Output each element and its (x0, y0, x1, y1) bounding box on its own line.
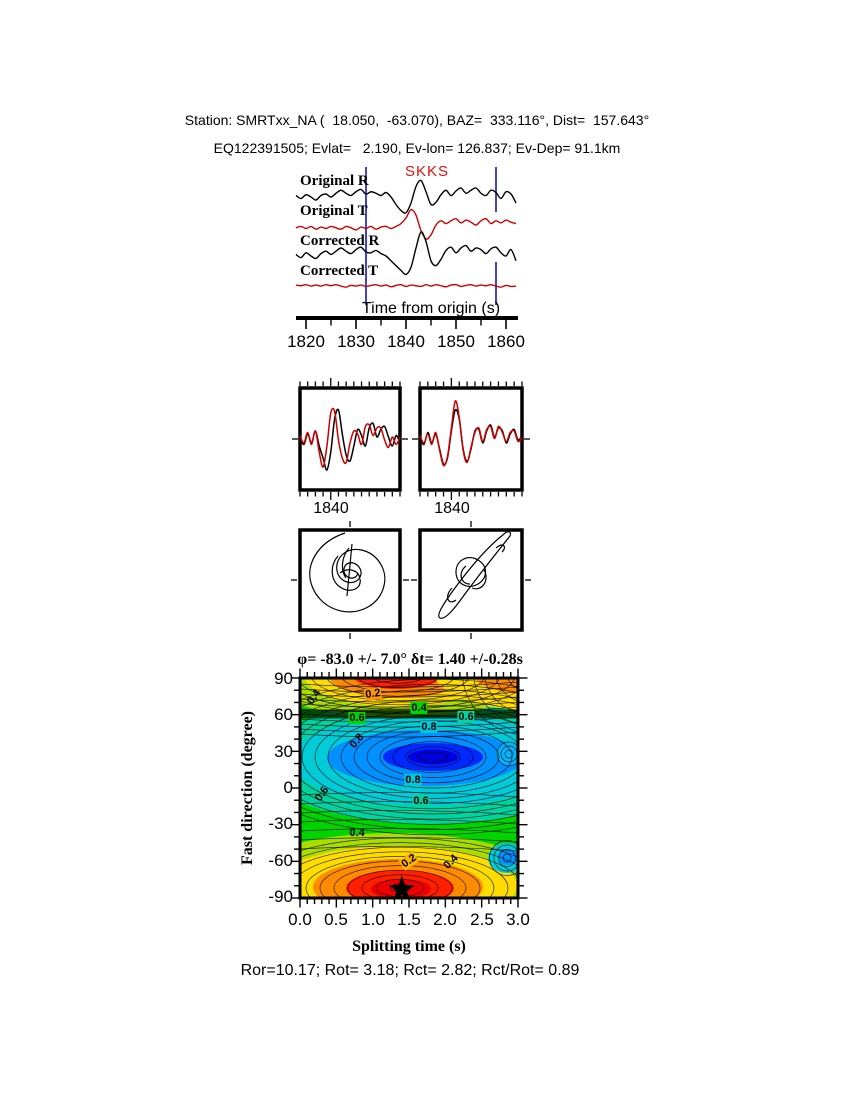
contour-title: φ= -83.0 +/- 7.0° δt= 1.40 +/-0.28s (297, 651, 523, 668)
contour-label-0.8: 0.8 (420, 721, 438, 733)
time-tick-1820: 1820 (287, 332, 325, 351)
contour-label-0.6: 0.6 (348, 712, 366, 724)
trace-label-original-t: Original T (300, 203, 368, 219)
trace-label-original-r: Original R (300, 173, 369, 189)
xtick-2.0: 2.0 (433, 910, 457, 929)
contour-label-0.2: 0.2 (363, 686, 383, 702)
station-info-line1: Station: SMRTxx_NA ( 18.050, -63.070), B… (184, 112, 650, 128)
time-tick-1860: 1860 (487, 332, 525, 351)
time-axis-label: Time from origin (s) (361, 300, 501, 317)
fast-direction-axis-label: Fast direction (degree) (238, 710, 256, 866)
ytick-neg60: -60 (268, 851, 293, 870)
time-tick-1840: 1840 (387, 332, 425, 351)
ytick-60: 60 (274, 705, 293, 724)
time-tick-1830: 1830 (337, 332, 375, 351)
xtick-2.5: 2.5 (470, 910, 494, 929)
stats-footer: Ror=10.17; Rot= 3.18; Rct= 2.82; Rct/Rot… (240, 962, 580, 979)
ytick-neg90: -90 (268, 887, 293, 906)
xtick-1.5: 1.5 (397, 910, 421, 929)
trace-label-corrected-r: Corrected R (300, 233, 380, 249)
contour-label-0.6: 0.6 (457, 711, 475, 723)
time-tick-1850: 1850 (437, 332, 475, 351)
ytick-30: 30 (274, 742, 293, 761)
xtick-1.0: 1.0 (361, 910, 385, 929)
contour-label-0.8: 0.8 (404, 774, 422, 786)
ytick-90: 90 (274, 669, 293, 688)
xtick-0.0: 0.0 (288, 910, 312, 929)
trace-label-corrected-t: Corrected T (300, 263, 379, 279)
contour-label-0.6: 0.6 (412, 795, 430, 807)
ytick-0: 0 (283, 778, 293, 797)
splitting-time-axis-label: Splitting time (s) (352, 938, 466, 955)
contour-label-0.4: 0.4 (349, 827, 365, 839)
ytick-neg30: -30 (268, 814, 293, 833)
xtick-3.0: 3.0 (506, 910, 530, 929)
xtick-0.5: 0.5 (324, 910, 348, 929)
phase-label: SKKS (404, 163, 450, 180)
zoom-right-tick-label: 1840 (434, 500, 470, 517)
contour-label-0.4: 0.4 (410, 702, 428, 714)
station-info-line2: EQ122391505; Evlat= 2.190, Ev-lon= 126.8… (213, 140, 621, 156)
zoom-left-tick-label: 1840 (313, 500, 349, 517)
